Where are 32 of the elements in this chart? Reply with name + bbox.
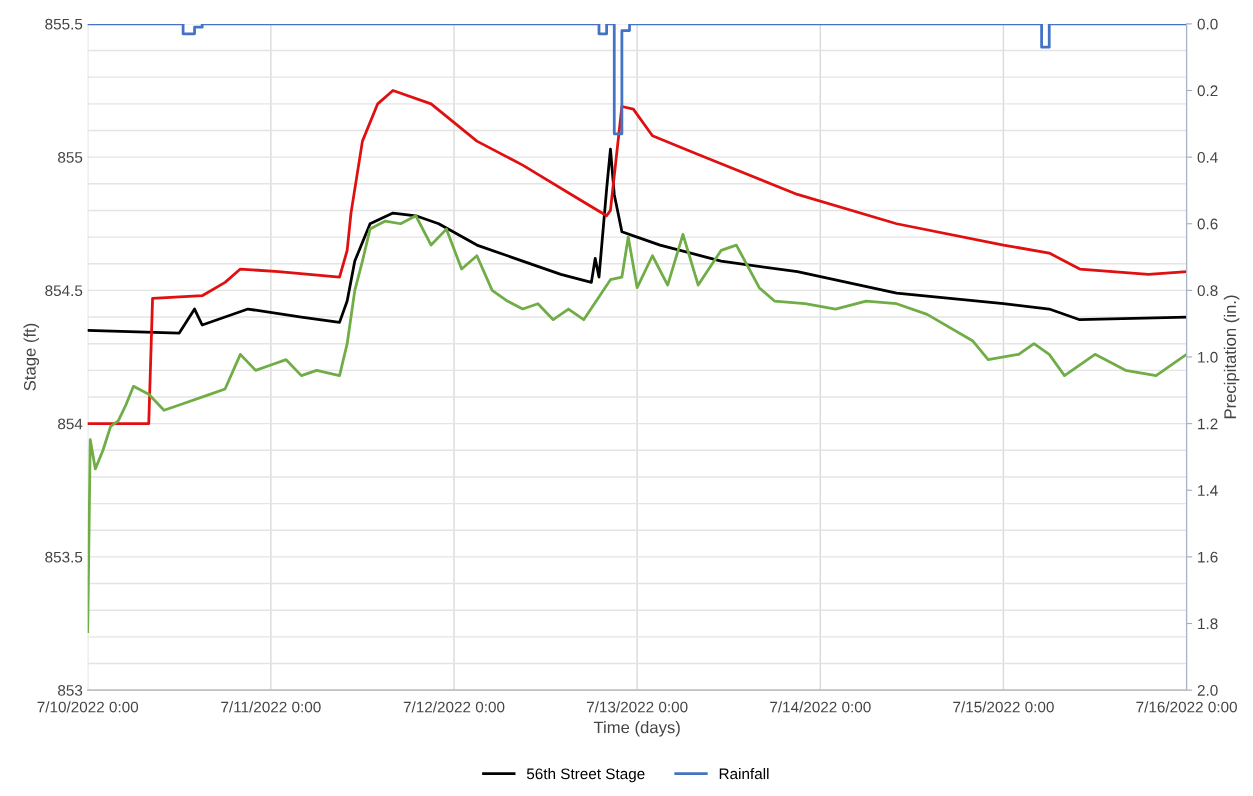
x-tick-label: 7/13/2022 0:00: [586, 701, 688, 713]
legend-label: 56th Street Stage: [526, 768, 645, 783]
y2-tick-label: 0.8: [1197, 285, 1218, 297]
y2-tick-label: 1.4: [1198, 485, 1218, 496]
x-tick-label: 7/12/2022 0:00: [403, 701, 505, 713]
x-tick-label: 7/10/2022 0:00: [37, 701, 139, 713]
y2-axis-title: Precipitation (in.): [1223, 295, 1240, 419]
legend-label: Rainfall: [719, 768, 769, 780]
line-series: [87, 89, 1187, 426]
x-tick-label: 7/11/2022 0:00: [221, 701, 321, 713]
y-axis-title: Stage (ft): [23, 323, 40, 391]
line-series: [87, 214, 1187, 633]
x-tick-label: 7/14/2022 0:00: [770, 701, 871, 713]
x-axis-title: Time (days): [593, 721, 680, 737]
y-tick-label: 855.5: [45, 18, 83, 30]
y-tick-label: 854: [58, 418, 83, 430]
y2-tick-label: 1.2: [1198, 418, 1218, 430]
x-tick-label: 7/15/2022 0:00: [953, 701, 1054, 713]
y2-tick-label: 0.2: [1197, 85, 1218, 97]
y2-tick-label: 0.0: [1197, 18, 1218, 30]
x-tick-label: 7/16/2022 0:00: [1136, 701, 1237, 713]
y2-tick-label: 0.6: [1197, 218, 1218, 230]
y2-tick-label: 1.0: [1198, 351, 1218, 363]
y-tick-label: 853: [58, 685, 83, 696]
y-tick-label: 854.5: [45, 285, 83, 297]
y-tick-label: 855: [58, 152, 83, 163]
y2-tick-label: 0.4: [1197, 152, 1218, 163]
line-series: [87, 147, 1187, 335]
y2-tick-label: 2.0: [1197, 685, 1218, 696]
y2-tick-label: 1.6: [1198, 551, 1218, 563]
y2-tick-label: 1.8: [1198, 618, 1218, 630]
y-tick-label: 853.5: [45, 551, 83, 563]
